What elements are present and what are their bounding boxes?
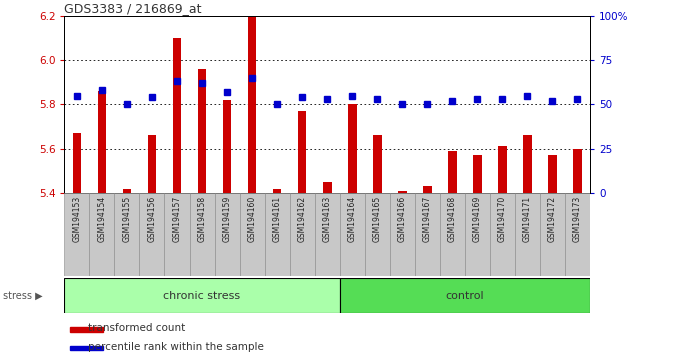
Bar — [173, 38, 182, 193]
Bar — [239, 193, 264, 276]
Text: GSM194169: GSM194169 — [473, 195, 482, 242]
Bar — [290, 193, 315, 276]
Bar — [115, 193, 140, 276]
Bar — [348, 104, 357, 193]
Bar — [123, 189, 132, 193]
Text: transformed count: transformed count — [88, 323, 185, 333]
Text: GSM194157: GSM194157 — [172, 195, 182, 242]
Text: GSM194165: GSM194165 — [373, 195, 382, 242]
Bar — [565, 193, 590, 276]
Bar — [390, 193, 415, 276]
Bar — [70, 327, 103, 332]
Text: chronic stress: chronic stress — [163, 291, 241, 301]
Text: stress ▶: stress ▶ — [3, 291, 43, 301]
Text: GSM194159: GSM194159 — [222, 195, 232, 242]
Text: GDS3383 / 216869_at: GDS3383 / 216869_at — [64, 2, 202, 15]
Bar — [315, 193, 340, 276]
Text: GSM194166: GSM194166 — [398, 195, 407, 242]
Bar — [273, 189, 281, 193]
Bar — [473, 155, 481, 193]
Bar — [423, 186, 432, 193]
Bar — [148, 136, 157, 193]
Bar — [540, 193, 565, 276]
Bar — [222, 100, 231, 193]
Bar — [448, 151, 456, 193]
Text: control: control — [445, 291, 484, 301]
Bar — [323, 182, 332, 193]
Text: GSM194163: GSM194163 — [323, 195, 332, 242]
Bar — [298, 111, 306, 193]
Bar — [89, 193, 115, 276]
Text: GSM194168: GSM194168 — [447, 195, 457, 241]
Text: GSM194167: GSM194167 — [422, 195, 432, 242]
Bar — [515, 193, 540, 276]
Text: GSM194162: GSM194162 — [298, 195, 306, 241]
Bar — [214, 193, 239, 276]
Bar — [165, 193, 190, 276]
Text: GSM194161: GSM194161 — [273, 195, 281, 241]
Bar — [440, 193, 464, 276]
Text: GSM194158: GSM194158 — [197, 195, 207, 241]
Bar — [198, 69, 206, 193]
Bar — [464, 193, 490, 276]
Text: GSM194173: GSM194173 — [573, 195, 582, 242]
Text: GSM194153: GSM194153 — [73, 195, 81, 242]
Bar — [98, 91, 106, 193]
Bar — [264, 193, 290, 276]
Bar — [415, 193, 440, 276]
Text: GSM194171: GSM194171 — [523, 195, 532, 241]
Text: GSM194164: GSM194164 — [348, 195, 357, 242]
Bar — [70, 346, 103, 350]
Bar — [365, 193, 390, 276]
Bar — [190, 193, 214, 276]
Bar — [140, 193, 165, 276]
Bar — [340, 278, 590, 313]
Text: GSM194154: GSM194154 — [98, 195, 106, 242]
Text: GSM194170: GSM194170 — [498, 195, 506, 242]
Bar — [340, 193, 365, 276]
Text: GSM194160: GSM194160 — [247, 195, 256, 242]
Bar — [64, 278, 340, 313]
Bar — [498, 147, 506, 193]
Bar — [548, 155, 557, 193]
Bar — [573, 149, 582, 193]
Text: percentile rank within the sample: percentile rank within the sample — [88, 342, 264, 352]
Bar — [490, 193, 515, 276]
Bar — [64, 193, 89, 276]
Text: GSM194172: GSM194172 — [548, 195, 557, 241]
Bar — [398, 191, 407, 193]
Text: GSM194155: GSM194155 — [123, 195, 132, 242]
Bar — [523, 136, 532, 193]
Text: GSM194156: GSM194156 — [148, 195, 157, 242]
Bar — [247, 16, 256, 193]
Bar — [73, 133, 81, 193]
Bar — [373, 136, 382, 193]
